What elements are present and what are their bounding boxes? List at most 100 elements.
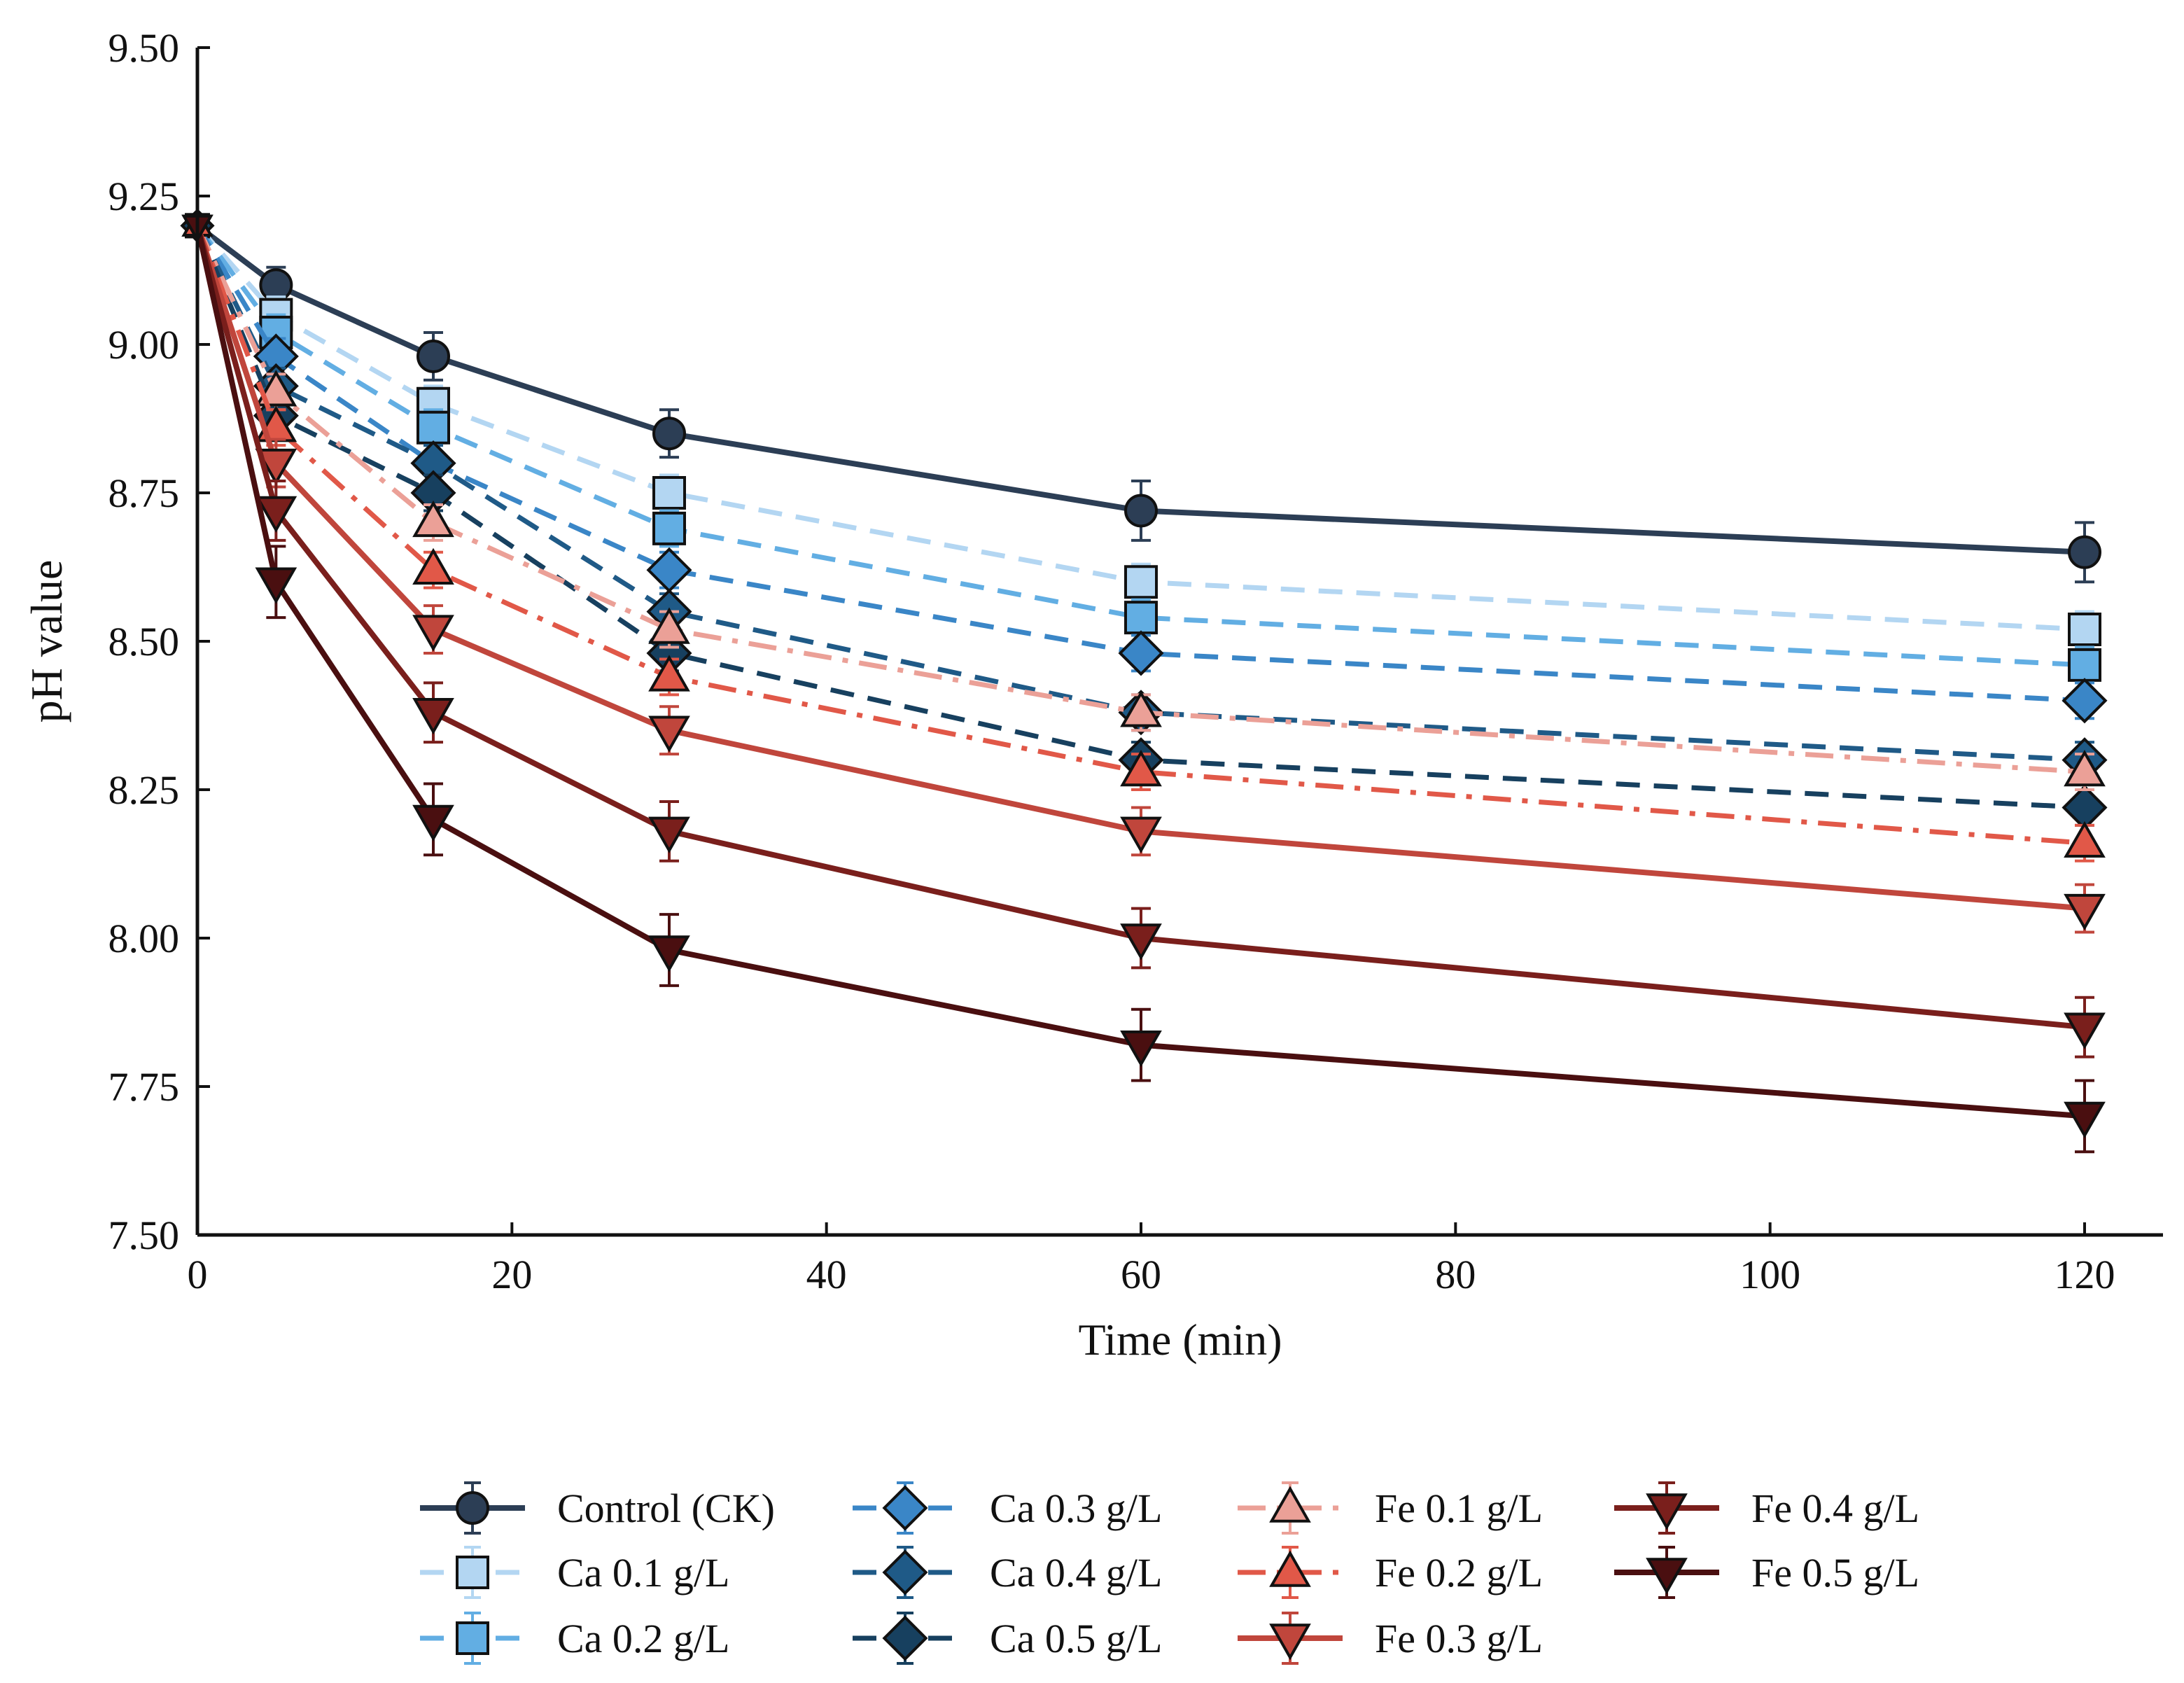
data-point — [1124, 601, 1158, 635]
series-fe-0-5-g-l — [181, 214, 2106, 1154]
data-point — [648, 816, 690, 853]
data-point — [412, 615, 454, 652]
data-point — [412, 804, 454, 842]
series-line — [195, 225, 2085, 1119]
legend-entry: Ca 0.5 g/L — [853, 1612, 1162, 1665]
plot-area — [180, 208, 2108, 1154]
legend-entry: Control (CK) — [420, 1481, 775, 1535]
data-point — [255, 370, 298, 407]
x-tick-label: 120 — [2054, 1252, 2115, 1297]
legend-marker — [882, 1485, 928, 1531]
legend-label: Fe 0.5 g/L — [1751, 1550, 1919, 1595]
data-point — [412, 547, 454, 585]
legend-marker — [456, 1621, 489, 1655]
legend-label: Ca 0.2 g/L — [557, 1616, 729, 1661]
legend-marker — [1269, 1486, 1311, 1523]
legend-entry: Fe 0.4 g/L — [1614, 1481, 1919, 1535]
legend-entry: Fe 0.5 g/L — [1614, 1546, 1919, 1599]
y-tick-label: 8.50 — [108, 619, 180, 664]
data-point — [1120, 750, 1162, 787]
legend-marker — [456, 1491, 489, 1525]
series-control-ck — [185, 213, 2101, 584]
data-point — [1124, 565, 1158, 599]
y-tick-label: 9.25 — [108, 174, 180, 219]
legend-entry: Ca 0.2 g/L — [420, 1612, 729, 1665]
legend-marker — [1269, 1550, 1311, 1587]
series-line — [195, 225, 2085, 912]
data-point — [648, 715, 690, 753]
data-point — [2064, 1012, 2106, 1049]
legend-entry: Fe 0.3 g/L — [1238, 1612, 1543, 1665]
legend-marker — [882, 1615, 928, 1661]
data-point — [1120, 923, 1162, 961]
legend-label: Fe 0.1 g/L — [1375, 1486, 1543, 1531]
series-line — [195, 224, 2085, 668]
legend-label: Ca 0.1 g/L — [557, 1550, 729, 1595]
legend-entry: Ca 0.1 g/L — [420, 1546, 729, 1599]
legend-entry: Fe 0.2 g/L — [1238, 1546, 1543, 1599]
legend-label: Ca 0.3 g/L — [990, 1486, 1162, 1531]
series-line — [195, 224, 2085, 763]
series-ca-0-1-g-l — [185, 213, 2101, 649]
series-line — [195, 225, 2085, 810]
data-point — [1120, 1030, 1162, 1068]
y-tick-label: 7.50 — [108, 1213, 180, 1258]
legend-marker — [1646, 1493, 1688, 1530]
legend-label: Control (CK) — [557, 1486, 775, 1531]
x-tick-label: 60 — [1121, 1252, 1161, 1297]
data-point — [1124, 494, 1158, 528]
x-tick-label: 80 — [1435, 1252, 1476, 1297]
legend-label: Fe 0.4 g/L — [1751, 1486, 1919, 1531]
legend-label: Fe 0.3 g/L — [1375, 1616, 1543, 1661]
series-ca-0-2-g-l — [185, 213, 2101, 685]
y-tick-label: 8.75 — [108, 470, 180, 516]
legend-entry: Ca 0.3 g/L — [853, 1481, 1162, 1535]
data-point — [255, 448, 298, 486]
x-tick-label: 100 — [1740, 1252, 1800, 1297]
data-point — [2068, 535, 2101, 569]
y-tick-label: 8.00 — [108, 916, 180, 961]
axes — [195, 48, 2163, 1237]
y-tick-label: 7.75 — [108, 1064, 180, 1110]
ticks: 0 20 40 60 80 100 120 7.50 7.75 8.00 8.25 8.50 8.75 9… — [108, 25, 2115, 1297]
x-tick-label: 40 — [806, 1252, 847, 1297]
data-point — [412, 698, 454, 735]
y-tick-label: 9.50 — [108, 25, 180, 71]
data-point — [255, 496, 298, 533]
data-point — [255, 567, 298, 604]
legend-label: Ca 0.4 g/L — [990, 1550, 1162, 1595]
data-point — [1120, 816, 1162, 853]
data-point — [1118, 630, 1164, 676]
x-tick-label: 20 — [491, 1252, 532, 1297]
series-line — [195, 225, 2085, 1031]
data-point — [2064, 750, 2106, 787]
data-point — [2064, 893, 2106, 931]
data-point — [652, 417, 686, 451]
series-fe-0-2-g-l — [181, 209, 2106, 863]
series-line — [195, 224, 2085, 775]
data-point — [2068, 648, 2101, 682]
legend-marker — [1269, 1623, 1311, 1661]
series-line — [195, 225, 2085, 846]
x-tick-label: 0 — [188, 1252, 208, 1297]
data-point — [648, 607, 690, 644]
y-tick-label: 8.25 — [108, 767, 180, 813]
data-point — [412, 500, 454, 538]
data-point — [652, 476, 686, 510]
legend-label: Fe 0.2 g/L — [1375, 1550, 1543, 1595]
data-point — [2062, 678, 2108, 724]
data-point — [1120, 690, 1162, 727]
y-axis-title: pH value — [22, 560, 71, 723]
legend-marker — [1646, 1558, 1688, 1595]
legend-marker — [882, 1549, 928, 1595]
legend-label: Ca 0.5 g/L — [990, 1616, 1162, 1661]
data-point — [648, 935, 690, 972]
data-point — [2064, 820, 2106, 858]
x-axis-title: Time (min) — [1079, 1315, 1282, 1364]
data-point — [652, 511, 686, 545]
data-point — [648, 655, 690, 692]
y-tick-label: 9.00 — [108, 322, 180, 368]
series-line — [195, 224, 2085, 704]
legend-entry: Fe 0.1 g/L — [1238, 1481, 1543, 1535]
